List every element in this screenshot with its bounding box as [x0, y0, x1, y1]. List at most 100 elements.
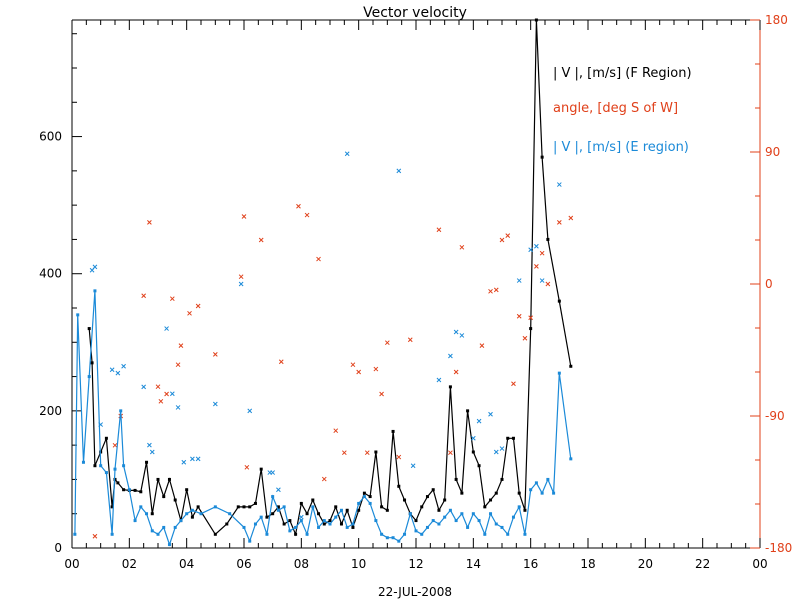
left-y-tick-label: 200	[39, 404, 62, 418]
data-point-marker	[470, 435, 476, 441]
data-point-marker	[396, 168, 402, 174]
data-point	[339, 508, 343, 512]
data-point	[139, 490, 143, 494]
data-point	[87, 375, 91, 379]
data-point	[288, 529, 292, 533]
data-point	[185, 488, 189, 492]
data-point-marker	[539, 250, 545, 256]
data-point	[414, 529, 418, 533]
data-point-marker	[488, 288, 493, 294]
data-point	[334, 505, 338, 509]
data-point-marker	[158, 398, 164, 404]
data-point-marker	[247, 408, 253, 414]
right-y-tick-label: -180	[765, 541, 792, 555]
data-point	[511, 436, 515, 440]
data-point	[139, 505, 143, 509]
data-point-marker	[453, 329, 459, 335]
data-point-marker	[175, 405, 181, 410]
data-point	[133, 519, 137, 523]
data-point	[190, 515, 194, 519]
data-point-marker	[296, 203, 301, 209]
data-point	[99, 464, 103, 468]
data-point-marker	[528, 315, 534, 321]
data-point-marker	[499, 237, 505, 243]
data-point	[546, 477, 550, 481]
data-point-marker	[488, 411, 493, 417]
x-tick-label: 04	[179, 557, 194, 571]
data-point	[122, 488, 126, 492]
data-point-marker	[169, 391, 175, 397]
data-point-marker	[344, 151, 350, 157]
data-point-marker	[436, 377, 442, 383]
data-point	[466, 525, 470, 529]
data-point	[362, 491, 366, 495]
data-point	[489, 512, 493, 516]
data-point	[454, 477, 458, 481]
x-tick-label: 00	[64, 557, 79, 571]
data-point	[489, 498, 493, 502]
data-point	[391, 429, 395, 433]
data-point	[259, 467, 263, 471]
data-point	[534, 481, 538, 485]
data-point	[294, 532, 298, 536]
x-tick-label: 22	[695, 557, 710, 571]
data-point	[90, 361, 94, 365]
data-point	[448, 385, 452, 389]
data-point	[167, 477, 171, 481]
data-point	[104, 471, 108, 475]
data-point	[471, 450, 475, 454]
data-point-marker	[195, 303, 201, 309]
data-point-marker	[141, 384, 147, 390]
data-point	[471, 512, 475, 516]
data-point	[110, 505, 114, 509]
x-tick-label: 00	[752, 557, 767, 571]
data-point	[156, 477, 160, 481]
legend-entry-angle: angle, [deg S of W]	[553, 101, 678, 116]
x-tick-label: 12	[408, 557, 423, 571]
chart-legend: | V |, [m/s] (F Region) angle, [deg S of…	[553, 66, 692, 155]
data-point	[162, 495, 166, 499]
data-point	[76, 313, 80, 317]
data-point	[368, 495, 372, 499]
data-point	[511, 515, 515, 519]
data-point	[328, 519, 332, 523]
data-point	[248, 539, 252, 543]
data-point-marker	[373, 366, 379, 372]
data-point	[357, 501, 361, 505]
data-point-marker	[149, 449, 155, 455]
data-point-marker	[304, 212, 310, 218]
data-point	[420, 505, 424, 509]
data-point	[397, 539, 401, 543]
data-point	[294, 525, 298, 529]
data-point	[397, 484, 401, 488]
data-point	[569, 364, 573, 368]
series-3	[89, 151, 562, 520]
data-point	[374, 450, 378, 454]
data-point	[113, 467, 117, 471]
x-tick-label: 16	[523, 557, 538, 571]
data-point	[185, 512, 189, 516]
data-point	[73, 532, 77, 536]
data-point	[466, 409, 470, 413]
data-point	[529, 488, 533, 492]
legend-entry-f-region: | V |, [m/s] (F Region)	[553, 66, 692, 81]
data-point	[133, 488, 137, 492]
data-point	[351, 522, 355, 526]
data-point-marker	[528, 247, 534, 253]
data-point-marker	[147, 220, 152, 225]
data-point	[345, 508, 349, 512]
data-point	[414, 519, 418, 523]
data-point	[213, 532, 217, 536]
left-y-tick-label: 600	[39, 130, 62, 144]
data-point	[93, 464, 97, 468]
data-point	[81, 460, 85, 464]
data-point-marker	[212, 352, 218, 357]
data-point	[311, 498, 315, 502]
data-point	[213, 505, 217, 509]
data-point	[477, 464, 481, 468]
data-point	[437, 508, 441, 512]
left-y-tick-label: 0	[54, 541, 62, 555]
data-point	[196, 505, 200, 509]
x-tick-label: 14	[466, 557, 481, 571]
data-point	[454, 519, 458, 523]
